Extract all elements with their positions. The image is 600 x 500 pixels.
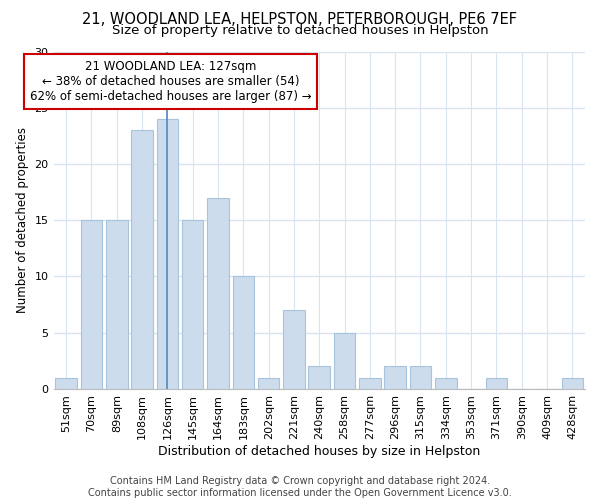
X-axis label: Distribution of detached houses by size in Helpston: Distribution of detached houses by size … (158, 444, 481, 458)
Bar (207, 198, 229, 389)
Bar (435, 378, 457, 389)
Text: 21 WOODLAND LEA: 127sqm
← 38% of detached houses are smaller (54)
62% of semi-de: 21 WOODLAND LEA: 127sqm ← 38% of detache… (29, 60, 311, 103)
Bar (562, 378, 583, 389)
Bar (283, 310, 305, 389)
Bar (182, 220, 203, 389)
Bar (334, 332, 355, 389)
Bar (308, 366, 330, 389)
Text: Contains HM Land Registry data © Crown copyright and database right 2024.
Contai: Contains HM Land Registry data © Crown c… (88, 476, 512, 498)
Bar (131, 130, 153, 389)
Bar (157, 119, 178, 389)
Bar (359, 378, 380, 389)
Bar (81, 220, 102, 389)
Bar (410, 366, 431, 389)
Text: 21, WOODLAND LEA, HELPSTON, PETERBOROUGH, PE6 7EF: 21, WOODLAND LEA, HELPSTON, PETERBOROUGH… (83, 12, 517, 28)
Bar (385, 366, 406, 389)
Bar (106, 220, 128, 389)
Bar (55, 378, 77, 389)
Bar (233, 276, 254, 389)
Bar (485, 378, 507, 389)
Bar (258, 378, 280, 389)
Y-axis label: Number of detached properties: Number of detached properties (16, 127, 29, 313)
Text: Size of property relative to detached houses in Helpston: Size of property relative to detached ho… (112, 24, 488, 37)
